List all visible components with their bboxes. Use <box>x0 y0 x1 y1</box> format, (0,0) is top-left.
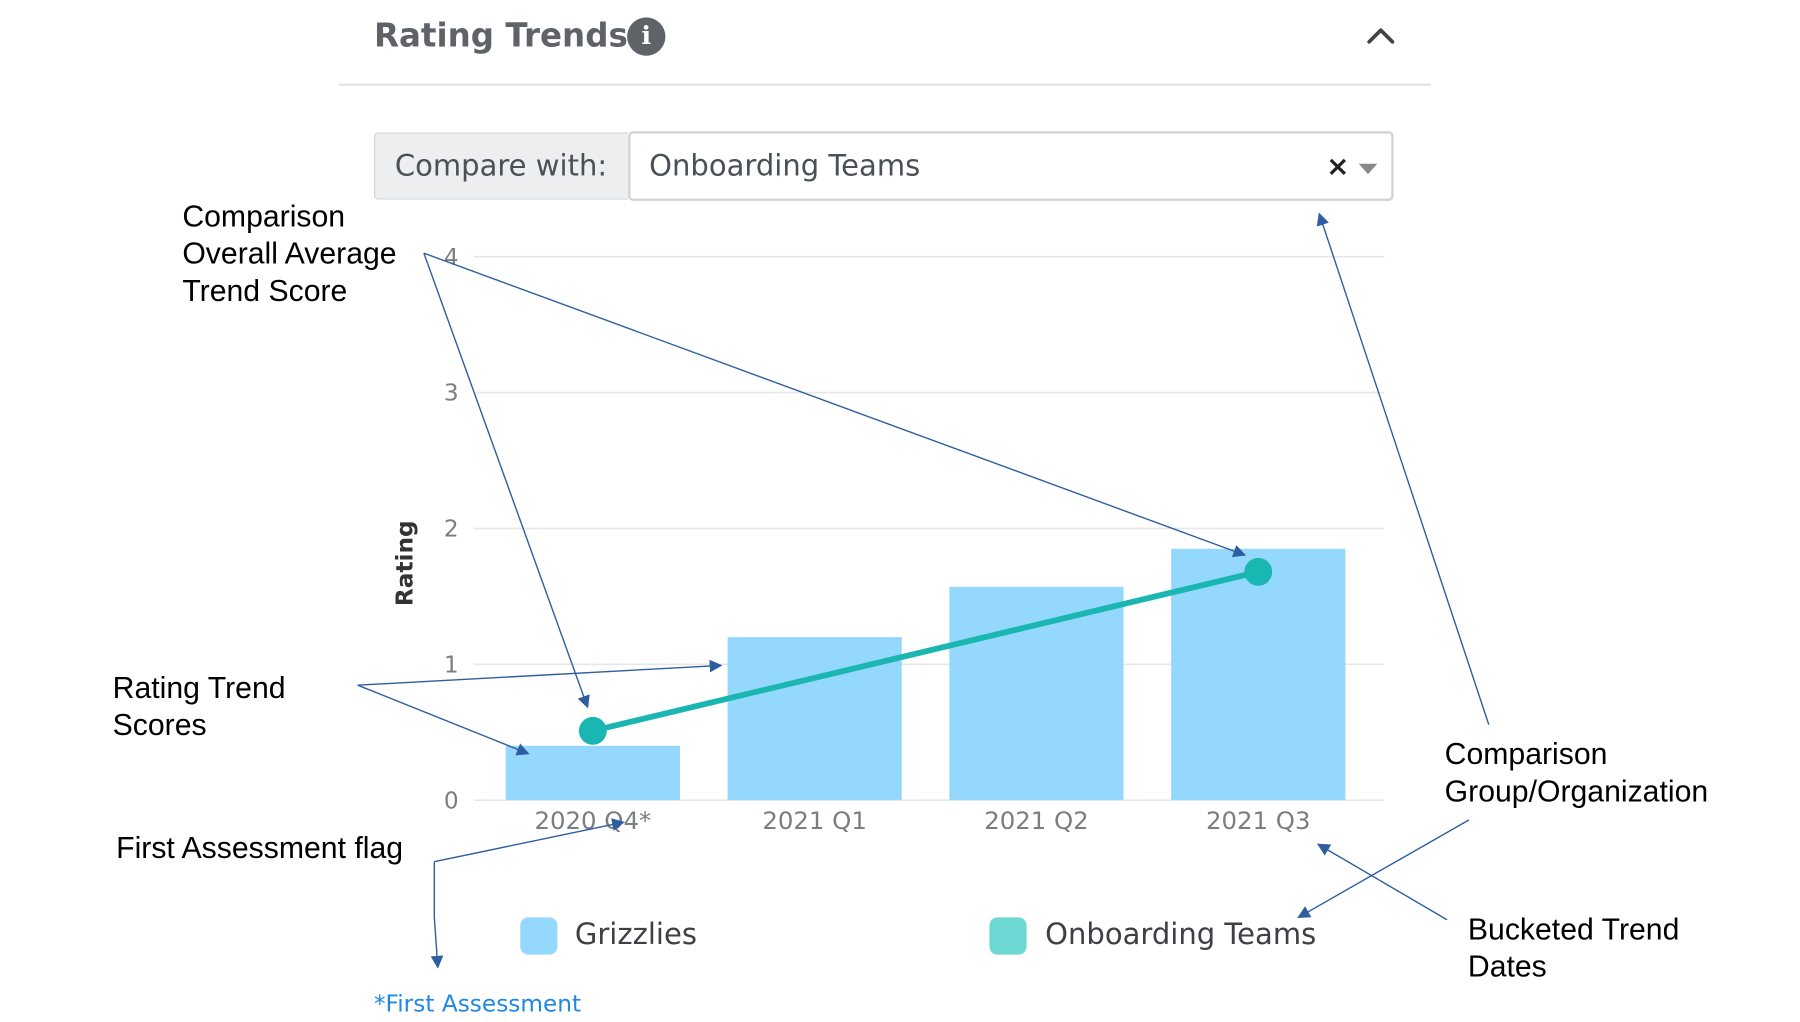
compare-group-select[interactable]: Onboarding Teams <box>628 131 1394 201</box>
y-tick-label-2: 2 <box>444 516 459 543</box>
annotation-rating-trend-scores: Rating Trend Scores <box>112 670 286 743</box>
bar-2021-q3 <box>1171 548 1346 801</box>
arrow-to-q4-average <box>423 252 590 709</box>
panel-title: Rating Trends <box>373 16 628 55</box>
legend-swatch-onboarding-teams <box>989 917 1027 955</box>
clear-selection-icon[interactable]: × <box>1326 149 1350 183</box>
chevron-up-icon[interactable] <box>1361 16 1400 55</box>
comparison-trend-line <box>592 569 1259 734</box>
annotation-first-assessment-flag: First Assessment flag <box>116 830 404 866</box>
arrow-to-q4-bar <box>357 684 530 756</box>
arrow-to-first-flag <box>434 818 625 863</box>
annotation-arrows <box>357 212 1490 969</box>
annotation-comparison-average: Comparison Overall Average Trend Score <box>182 198 397 308</box>
dropdown-caret-icon[interactable] <box>1358 163 1378 175</box>
x-tick-label-1: 2021 Q1 <box>762 806 866 835</box>
annotation-bucketed-dates: Bucketed Trend Dates <box>1467 911 1680 984</box>
arrow-to-legend <box>1297 819 1470 919</box>
y-axis-title: Rating <box>391 520 418 606</box>
arrow-to-select <box>1316 212 1490 725</box>
x-tick-label-2: 2021 Q2 <box>984 806 1088 835</box>
y-tick-label-0: 0 <box>444 787 459 814</box>
arrow-to-q3-average <box>423 252 1247 558</box>
first-assessment-footnote: *First Assessment <box>373 989 582 1018</box>
annotation-comparison-group: Comparison Group/Organization <box>1444 736 1709 809</box>
y-tick-label-3: 3 <box>444 380 459 407</box>
arrow-to-q1-bar <box>357 659 723 686</box>
bar-2020-q4- <box>505 745 680 801</box>
y-tick-label-4: 4 <box>444 244 459 271</box>
compare-with-label: Compare with: <box>373 132 629 200</box>
legend-label-onboarding-teams[interactable]: Onboarding Teams <box>1045 917 1317 952</box>
legend-label-grizzlies[interactable]: Grizzlies <box>574 917 697 952</box>
y-tick-label-1: 1 <box>444 651 459 678</box>
bar-2021-q2 <box>949 586 1124 801</box>
x-tick-label-0: 2020 Q4* <box>535 806 652 835</box>
arrow-to-dates <box>1316 843 1448 921</box>
info-icon[interactable]: i <box>627 17 666 56</box>
comparison-point-1 <box>1244 557 1273 586</box>
legend-swatch-grizzlies <box>520 917 558 955</box>
x-tick-label-3: 2021 Q3 <box>1206 806 1310 835</box>
comparison-point-0 <box>578 716 607 745</box>
arrow-to-footnote <box>430 861 444 969</box>
header-divider <box>339 83 1431 86</box>
